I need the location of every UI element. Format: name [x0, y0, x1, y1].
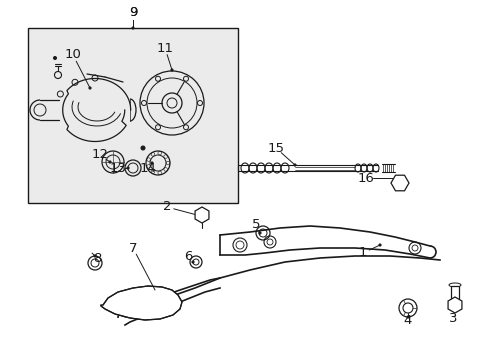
- Text: 13: 13: [109, 162, 126, 175]
- Text: 9: 9: [128, 6, 137, 19]
- Text: 8: 8: [93, 252, 101, 265]
- Text: 11: 11: [156, 41, 173, 54]
- Polygon shape: [101, 286, 182, 320]
- Circle shape: [126, 167, 129, 169]
- Text: 12: 12: [91, 148, 108, 162]
- Circle shape: [108, 161, 111, 163]
- Bar: [450, 286, 458, 300]
- Text: 16: 16: [357, 171, 374, 184]
- Circle shape: [141, 146, 145, 150]
- Text: 10: 10: [64, 49, 81, 62]
- Text: 14: 14: [139, 162, 156, 175]
- Text: 15: 15: [267, 141, 284, 154]
- Circle shape: [191, 261, 194, 263]
- Bar: [28, 28, 238, 203]
- Circle shape: [258, 232, 261, 234]
- Circle shape: [451, 306, 453, 308]
- Circle shape: [154, 289, 156, 291]
- Text: 3: 3: [448, 311, 456, 324]
- Circle shape: [293, 164, 296, 166]
- Circle shape: [150, 162, 153, 164]
- Circle shape: [406, 316, 408, 318]
- Circle shape: [89, 87, 91, 89]
- Circle shape: [378, 244, 381, 246]
- Text: 7: 7: [128, 242, 137, 255]
- Circle shape: [132, 27, 134, 29]
- Text: 4: 4: [403, 314, 411, 327]
- Text: 2: 2: [163, 201, 171, 213]
- Circle shape: [170, 69, 173, 71]
- Circle shape: [94, 255, 96, 257]
- Text: 9: 9: [128, 6, 137, 19]
- Circle shape: [398, 177, 400, 179]
- Circle shape: [195, 214, 198, 216]
- Text: 5: 5: [251, 219, 260, 231]
- Circle shape: [53, 57, 57, 59]
- Text: 1: 1: [358, 247, 366, 260]
- Text: 6: 6: [183, 251, 192, 264]
